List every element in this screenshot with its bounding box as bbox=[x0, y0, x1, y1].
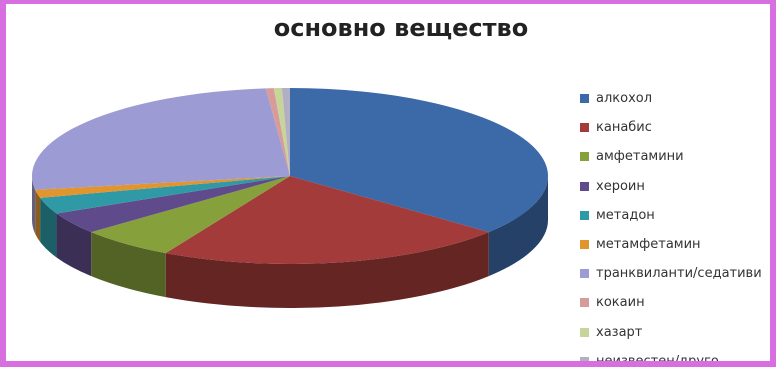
legend-label: транквиланти/седативи bbox=[596, 266, 762, 282]
pie-slice-метамфетамин bbox=[35, 176, 290, 198]
legend-label: хероин bbox=[596, 178, 645, 194]
legend-swatch bbox=[580, 94, 589, 104]
legend-label: канабис bbox=[596, 120, 652, 136]
legend-item: алкохол bbox=[580, 84, 762, 113]
pie-slice-транквиланти-седативи bbox=[31, 88, 290, 190]
legend-item: амфетамини bbox=[580, 142, 762, 171]
legend-swatch bbox=[580, 210, 589, 220]
legend-item: канабис bbox=[580, 113, 762, 142]
pie-slice-амфетамини bbox=[91, 176, 290, 254]
legend-label: хазарт bbox=[596, 324, 643, 340]
chart-frame: основно вещество алкохол канабис амфетамин… bbox=[6, 4, 770, 361]
legend-item: транквиланти/седативи bbox=[580, 259, 762, 288]
legend-item: неизвестен/друго bbox=[580, 347, 762, 361]
legend-swatch bbox=[580, 327, 589, 337]
legend-label: кокаин bbox=[596, 295, 645, 311]
legend-label: неизвестен/друго bbox=[596, 354, 719, 361]
pie-side-метамфетамин bbox=[35, 189, 41, 242]
legend-label: метамфетамин bbox=[596, 237, 701, 253]
pie-slice-алкохол bbox=[290, 88, 548, 233]
legend: алкохол канабис амфетамини хероин метадон мет… bbox=[580, 84, 762, 361]
pie-slice-неизвестен-друго bbox=[281, 88, 290, 176]
legend-item: метамфетамин bbox=[580, 230, 762, 259]
pie-slice-кокаин bbox=[265, 88, 290, 176]
pie-slice-хероин bbox=[56, 176, 290, 233]
pie-slice-канабис bbox=[165, 176, 489, 264]
chart-title: основно вещество bbox=[273, 14, 529, 42]
pie-side-амфетамини bbox=[91, 232, 166, 298]
legend-swatch bbox=[580, 181, 589, 191]
pie-side-транквиланти-седативи bbox=[32, 176, 36, 234]
legend-label: метадон bbox=[596, 207, 655, 223]
legend-swatch bbox=[580, 298, 589, 308]
pie-side-канабис bbox=[165, 232, 489, 308]
legend-swatch bbox=[580, 240, 589, 250]
legend-label: алкохол bbox=[596, 91, 653, 107]
legend-swatch bbox=[580, 123, 589, 133]
pie-chart bbox=[31, 88, 548, 308]
legend-label: амфетамини bbox=[596, 149, 684, 165]
legend-item: хазарт bbox=[580, 318, 762, 347]
pie-side-алкохол bbox=[488, 176, 548, 277]
legend-swatch bbox=[580, 356, 589, 361]
pie-side-метадон bbox=[40, 197, 57, 258]
legend-item: метадон bbox=[580, 201, 762, 230]
legend-item: кокаин bbox=[580, 288, 762, 317]
legend-swatch bbox=[580, 269, 589, 279]
pie-slice-метадон bbox=[40, 176, 290, 214]
legend-item: хероин bbox=[580, 172, 762, 201]
pie-slice-хазарт bbox=[273, 88, 290, 176]
legend-swatch bbox=[580, 152, 589, 162]
pie-side-хероин bbox=[56, 213, 92, 277]
